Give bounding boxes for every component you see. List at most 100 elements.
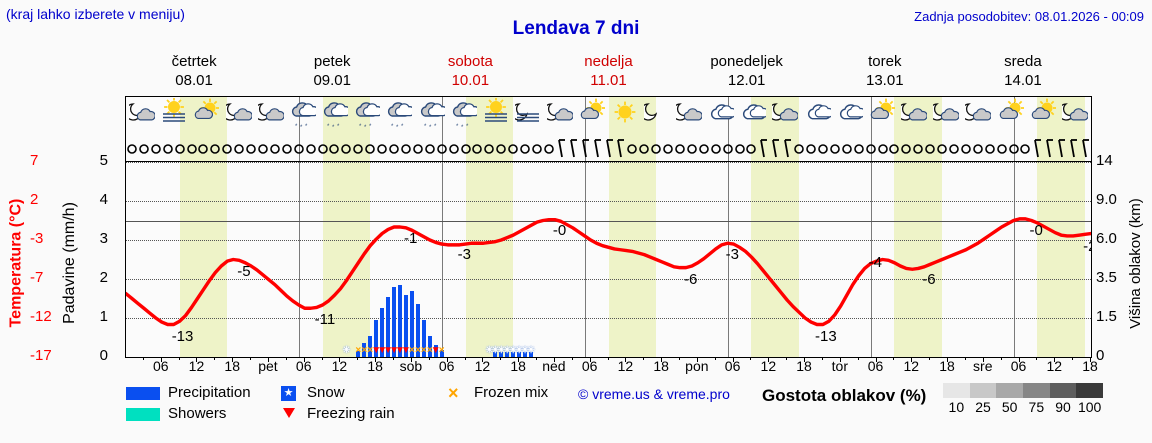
- svg-text:*: *: [359, 124, 362, 130]
- day-name: sobota: [447, 53, 493, 70]
- x-axis-tick-label: 12: [331, 358, 348, 374]
- wind-calm-icon: [340, 136, 364, 161]
- wind-barb-icon: [1067, 136, 1091, 161]
- wind-calm-icon: [233, 136, 257, 161]
- precipitation-bar: [499, 351, 504, 357]
- day-date: 14.01: [1004, 72, 1042, 90]
- x-axis-tick-label: ned: [542, 358, 566, 374]
- x-axis-minor-tick: [947, 357, 949, 360]
- cloud-snow-icon: * * *: [451, 98, 480, 134]
- x-axis-minor-tick: [142, 357, 144, 360]
- cloud-density-swatch: [1076, 383, 1104, 398]
- precipitation-bar: [368, 335, 373, 357]
- day-name: četrtek: [171, 53, 217, 70]
- gridline-major: [126, 220, 1091, 222]
- wind-calm-icon: [662, 136, 686, 161]
- snow-icon: ★: [281, 386, 296, 401]
- wind-calm-icon: [281, 136, 305, 161]
- wind-barb-icon: [555, 136, 579, 161]
- x-axis-tick-label: 12: [188, 358, 205, 374]
- x-axis-tick-label: 18: [367, 358, 383, 374]
- wind-symbol-band: [125, 136, 1092, 161]
- wind-calm-icon: [412, 136, 436, 161]
- wind-barb-icon: [757, 136, 781, 161]
- day-header-1: četrtek 08.01: [125, 52, 263, 92]
- snow-marker: ✳: [503, 345, 512, 356]
- precipitation-bar: [398, 284, 402, 357]
- x-axis-tick-label: 06: [581, 358, 598, 374]
- x-axis-minor-tick: [661, 357, 663, 360]
- moon-cloud-icon: [542, 98, 574, 134]
- day-date: 09.01: [313, 72, 351, 90]
- x-axis-minor-tick: [250, 357, 252, 360]
- gridline: [126, 318, 1091, 319]
- wind-calm-icon: [352, 136, 376, 161]
- x-axis-tick-label: 18: [796, 358, 812, 374]
- cloud-density-tick-label: 100: [1077, 399, 1102, 415]
- wind-calm-icon: [257, 136, 281, 161]
- precipitation-bar: [416, 304, 420, 357]
- wind-calm-icon: [888, 136, 912, 161]
- wind-barb-icon: [1079, 136, 1103, 161]
- precipitation-bar: [493, 352, 498, 357]
- x-axis-tick-label: 06: [152, 358, 169, 374]
- frozen-mix-marker: ×: [426, 345, 433, 356]
- x-axis-tick-label: 06: [1010, 358, 1027, 374]
- day-date: 08.01: [175, 72, 213, 90]
- temperature-point-label: -5: [237, 262, 251, 280]
- x-axis-tick-label: 12: [903, 358, 920, 374]
- copyright-label: © vreme.us & vreme.pro: [578, 386, 730, 402]
- svg-text:*: *: [300, 125, 303, 131]
- gridline: [126, 240, 1091, 241]
- x-axis-tick-label: tor: [831, 358, 848, 374]
- temperature-point-label: -3: [725, 246, 740, 264]
- wind-calm-icon: [245, 136, 269, 161]
- wind-calm-icon: [293, 136, 317, 161]
- temperature-point-label: -3: [457, 246, 471, 264]
- temperature-axis-title: Temperatura (°C): [4, 168, 28, 358]
- precipitation-bar: [404, 294, 408, 357]
- wind-calm-icon: [221, 136, 245, 161]
- gridline: [126, 279, 1091, 280]
- wind-barb-icon: [614, 136, 638, 161]
- snow-marker: ✳: [491, 345, 500, 356]
- wind-calm-icon: [865, 136, 889, 161]
- moon-cloud-icon: [768, 98, 800, 134]
- precipitation-bar: [439, 349, 444, 357]
- precipitation-bar: [511, 352, 516, 357]
- precipitation-bar: [529, 352, 533, 357]
- precipitation-bar: [427, 335, 432, 357]
- precipitation-bar: [362, 343, 367, 357]
- x-axis-minor-tick: [303, 357, 305, 360]
- wind-calm-icon: [305, 136, 329, 161]
- cloudheight-axis-title: Višina oblakov (km): [1122, 168, 1148, 358]
- wind-calm-icon: [948, 136, 972, 161]
- svg-text:*: *: [396, 125, 399, 131]
- cloud-density-swatch: [943, 383, 970, 398]
- cloudheight-axis-title-text: Višina oblakov (km): [1126, 197, 1144, 329]
- temperature-point-label: -0: [552, 221, 567, 239]
- x-axis-minor-tick: [428, 357, 430, 360]
- temperature-curve: [126, 217, 1091, 327]
- wind-calm-icon: [638, 136, 662, 161]
- freezing-rain-marker: ▼: [430, 345, 441, 356]
- frozen-mix-marker: ×: [367, 345, 374, 356]
- daylight-band: [894, 162, 943, 357]
- wind-calm-icon: [924, 136, 948, 161]
- x-axis-tick-label: 12: [760, 358, 777, 374]
- x-axis-tick-label: 06: [438, 358, 455, 374]
- x-axis-minor-tick: [696, 357, 698, 360]
- precipitation-bar: [392, 286, 396, 357]
- daylight-band: [608, 162, 657, 357]
- precipitation-bar: [386, 296, 390, 357]
- day-date: 11.01: [590, 72, 627, 90]
- freezing-rain-marker: ▼: [377, 345, 388, 356]
- wind-calm-icon: [722, 136, 746, 161]
- x-axis-minor-tick: [553, 357, 555, 360]
- cloud-density-swatch: [969, 383, 997, 398]
- cloud-snow-icon: * * *: [419, 98, 448, 134]
- legend-frozen-mix-label: Frozen mix: [474, 384, 549, 401]
- x-axis-tick-label: 18: [939, 358, 955, 374]
- day-date: 12.01: [727, 72, 766, 90]
- moon-cloud-icon: [928, 98, 960, 134]
